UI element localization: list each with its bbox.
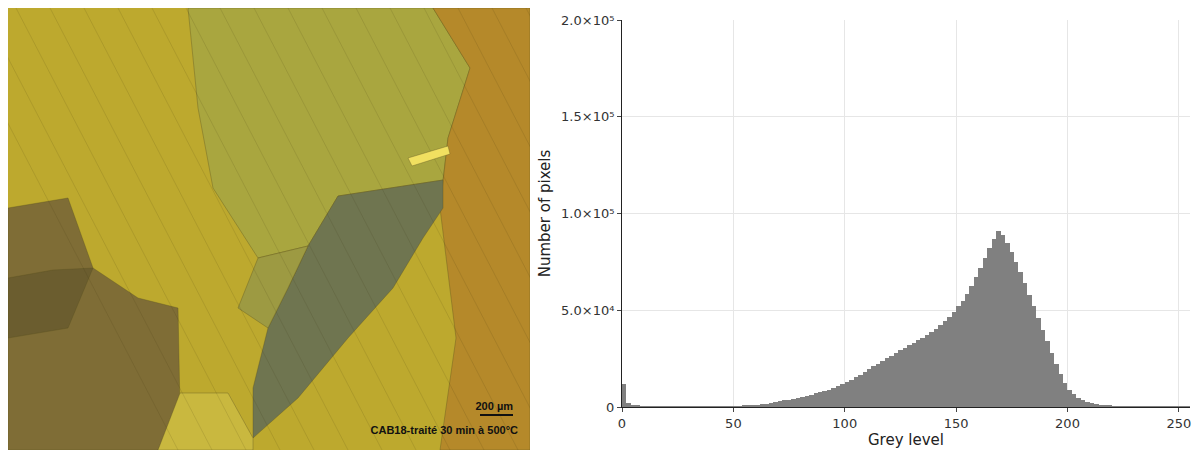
svg-text:250: 250 bbox=[1166, 416, 1191, 431]
svg-text:200 µm: 200 µm bbox=[475, 400, 513, 412]
svg-text:0: 0 bbox=[606, 400, 614, 415]
svg-text:150: 150 bbox=[944, 416, 969, 431]
svg-text:100: 100 bbox=[832, 416, 857, 431]
svg-text:5.0×10⁴: 5.0×10⁴ bbox=[561, 303, 614, 318]
svg-text:50: 50 bbox=[725, 416, 742, 431]
svg-text:200: 200 bbox=[1055, 416, 1080, 431]
svg-text:Number of pixels: Number of pixels bbox=[536, 150, 554, 278]
svg-text:CAB18-traité 30 min à 500°C: CAB18-traité 30 min à 500°C bbox=[371, 424, 519, 436]
svg-text:Grey level: Grey level bbox=[868, 431, 944, 449]
svg-text:1.5×10⁵: 1.5×10⁵ bbox=[561, 109, 614, 124]
svg-text:1.0×10⁵: 1.0×10⁵ bbox=[561, 206, 614, 221]
svg-text:2.0×10⁵: 2.0×10⁵ bbox=[561, 13, 614, 28]
svg-text:0: 0 bbox=[618, 416, 626, 431]
